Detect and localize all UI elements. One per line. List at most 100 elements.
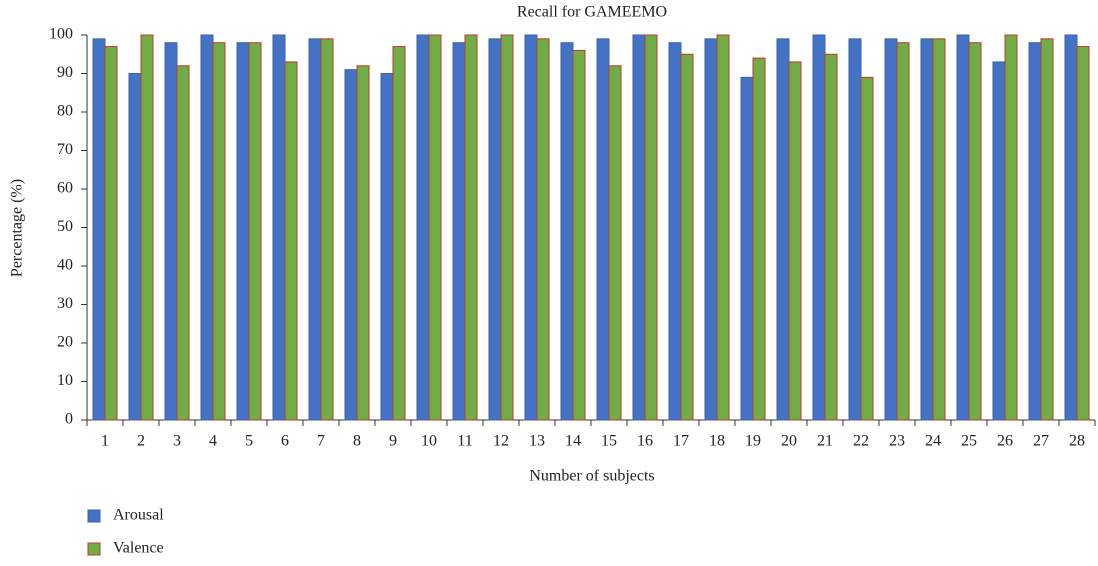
bar (704, 38, 718, 421)
bar (1064, 34, 1078, 421)
bar (344, 69, 358, 421)
y-tick-label: 100 (49, 26, 73, 43)
bar (200, 34, 214, 421)
bar (488, 38, 502, 421)
bar (428, 34, 442, 421)
bar (524, 34, 538, 421)
bar (740, 76, 754, 421)
bar (992, 61, 1006, 421)
x-tick-label: 3 (173, 433, 181, 450)
bar (608, 65, 622, 421)
x-tick-label: 5 (245, 433, 253, 450)
y-tick-label: 10 (57, 372, 73, 389)
x-tick-label: 20 (781, 433, 797, 450)
bar (92, 38, 106, 421)
x-tick-label: 9 (389, 433, 397, 450)
x-tick-label: 18 (709, 433, 725, 450)
bar (500, 34, 514, 421)
bar (272, 34, 286, 421)
x-tick-label: 10 (421, 433, 437, 450)
bar (1040, 38, 1054, 421)
bar (968, 42, 982, 421)
bar (248, 42, 262, 421)
x-tick-label: 26 (997, 433, 1013, 450)
x-tick-label: 23 (889, 433, 905, 450)
bar (128, 73, 142, 421)
y-tick-label: 80 (57, 103, 73, 120)
bar (644, 34, 658, 421)
x-tick-label: 24 (925, 433, 941, 450)
bar (812, 34, 826, 421)
x-tick-label: 22 (853, 433, 869, 450)
x-tick-label: 11 (457, 433, 472, 450)
x-tick-label: 2 (137, 433, 145, 450)
y-tick-label: 40 (57, 257, 73, 274)
bar (824, 53, 838, 421)
bar (716, 34, 730, 421)
bar (932, 38, 946, 421)
x-tick-label: 16 (637, 433, 653, 450)
bar (104, 46, 118, 421)
legend-label: Arousal (113, 507, 164, 524)
bar (572, 49, 586, 421)
bar (236, 42, 250, 421)
x-tick-label: 1 (101, 433, 109, 450)
y-tick-label: 30 (57, 295, 73, 312)
y-axis-label: Percentage (%) (9, 179, 26, 277)
y-tick-label: 50 (57, 218, 73, 235)
x-tick-label: 13 (529, 433, 545, 450)
bar (320, 38, 334, 421)
y-tick-label: 0 (65, 411, 73, 428)
bar (752, 57, 766, 421)
y-tick-label: 70 (57, 141, 73, 158)
legend-swatch (87, 509, 101, 523)
x-tick-label: 17 (673, 433, 689, 450)
legend-swatch (87, 542, 101, 556)
bar (668, 42, 682, 421)
x-tick-label: 4 (209, 433, 217, 450)
bar (392, 46, 406, 421)
bar (956, 34, 970, 421)
bar (776, 38, 790, 421)
y-tick-label: 60 (57, 180, 73, 197)
bar (560, 42, 574, 421)
bar (452, 42, 466, 421)
bar (308, 38, 322, 421)
bar (464, 34, 478, 421)
x-tick-label: 7 (317, 433, 325, 450)
bar (680, 53, 694, 421)
bar (788, 61, 802, 421)
bar (284, 61, 298, 421)
bar (596, 38, 610, 421)
x-tick-label: 19 (745, 433, 761, 450)
x-axis-label: Number of subjects (529, 468, 654, 485)
bar (1076, 46, 1090, 421)
bar (536, 38, 550, 421)
bar (140, 34, 154, 421)
x-tick-label: 14 (565, 433, 581, 450)
bar (1028, 42, 1042, 421)
bar (632, 34, 646, 421)
x-tick-label: 6 (281, 433, 289, 450)
x-tick-label: 15 (601, 433, 617, 450)
bar (416, 34, 430, 421)
bar (176, 65, 190, 421)
bar (356, 65, 370, 421)
y-tick-label: 20 (57, 334, 73, 351)
bar (380, 73, 394, 421)
bar (164, 42, 178, 421)
x-tick-label: 8 (353, 433, 361, 450)
chart-title: Recall for GAMEEMO (517, 4, 667, 21)
bar (896, 42, 910, 421)
bar (860, 76, 874, 421)
bar (920, 38, 934, 421)
x-tick-label: 25 (961, 433, 977, 450)
bar (212, 42, 226, 421)
bar (848, 38, 862, 421)
x-tick-label: 27 (1033, 433, 1049, 450)
x-tick-label: 12 (493, 433, 509, 450)
legend-label: Valence (113, 540, 164, 557)
bar (884, 38, 898, 421)
